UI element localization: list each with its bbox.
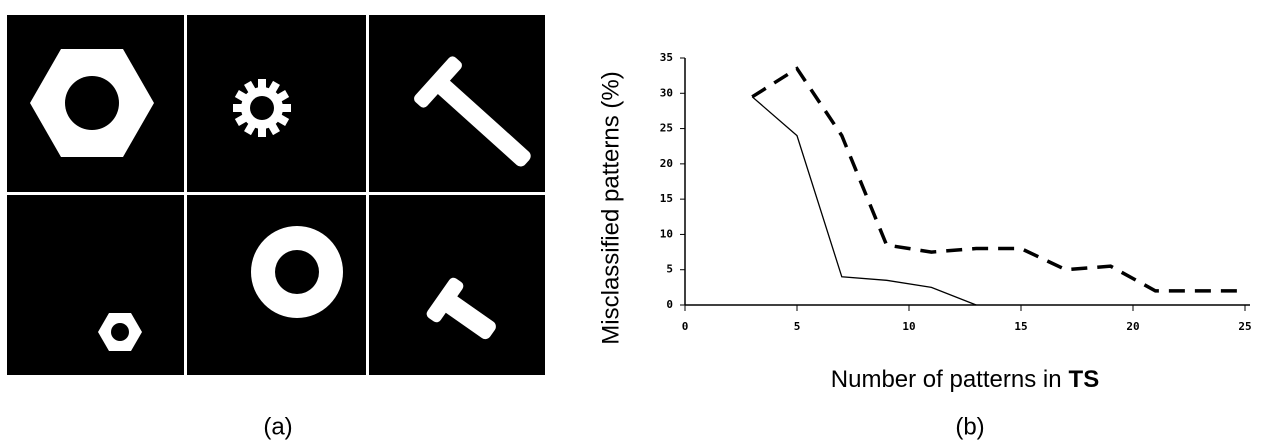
x-tick-label: 15: [1014, 320, 1027, 333]
y-tick-label: 0: [666, 298, 673, 311]
figure: (a) (b) Misclassified patterns (%) Numbe…: [0, 0, 1262, 445]
y-tick-label: 35: [660, 51, 673, 64]
x-tick-label: 20: [1126, 320, 1139, 333]
panel-label: (a): [263, 413, 292, 440]
x-axis-label-bold: TS: [1069, 366, 1100, 393]
y-tick-label: 15: [660, 192, 673, 205]
y-tick-label: 5: [666, 263, 673, 276]
y-tick-label: 25: [660, 122, 673, 135]
x-tick-label: 10: [902, 320, 915, 333]
x-tick-label: 0: [682, 320, 689, 333]
image-grid: [7, 15, 547, 375]
y-tick-label: 20: [660, 157, 673, 170]
y-tick-label: 10: [660, 227, 673, 240]
line-series: [752, 69, 1245, 291]
x-tick-label: 5: [794, 320, 801, 333]
line-series: [752, 97, 976, 305]
hole: [275, 250, 319, 294]
x-tick-label: 25: [1238, 320, 1251, 333]
hole: [111, 323, 129, 341]
x-axis-label: Number of patterns in TS: [831, 366, 1099, 393]
y-axis-label: Misclassified patterns (%): [597, 71, 624, 344]
page: (a) (b) Misclassified patterns (%) Numbe…: [0, 0, 1262, 445]
y-tick-label: 30: [660, 86, 673, 99]
x-axis-label-text: Number of patterns in: [831, 366, 1062, 393]
hole: [65, 76, 119, 130]
panel-label: (b): [955, 413, 984, 440]
